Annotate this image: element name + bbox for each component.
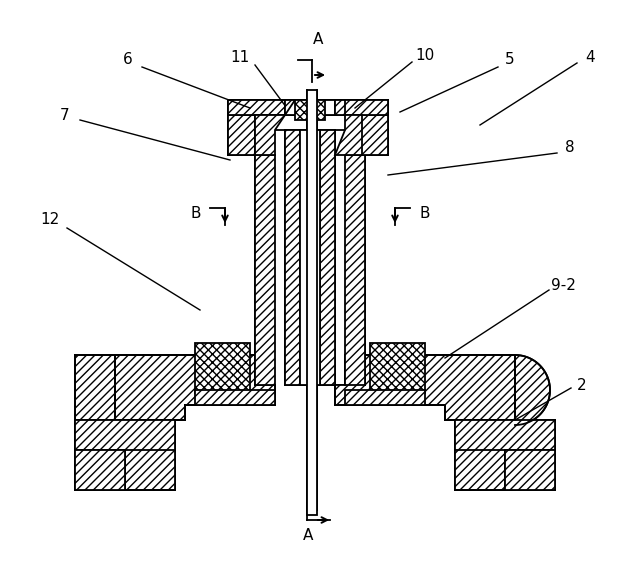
- Bar: [255, 155, 275, 385]
- Polygon shape: [115, 355, 275, 490]
- Text: 10: 10: [415, 48, 435, 63]
- Text: 6: 6: [123, 52, 133, 67]
- Bar: [75, 450, 125, 490]
- Polygon shape: [335, 355, 515, 490]
- Bar: [75, 355, 115, 420]
- Bar: [228, 100, 388, 115]
- Text: A: A: [313, 33, 323, 48]
- Bar: [361, 100, 388, 155]
- Text: 5: 5: [505, 52, 515, 67]
- Polygon shape: [335, 100, 345, 115]
- Text: 2: 2: [577, 378, 587, 393]
- Bar: [228, 100, 388, 115]
- Bar: [505, 450, 555, 490]
- Bar: [345, 390, 425, 405]
- Polygon shape: [335, 355, 515, 490]
- Bar: [295, 100, 325, 120]
- Text: 4: 4: [585, 49, 595, 64]
- Polygon shape: [255, 115, 285, 155]
- Bar: [228, 100, 255, 155]
- Text: 9-2: 9-2: [550, 278, 576, 293]
- Text: 12: 12: [41, 213, 60, 228]
- Bar: [320, 130, 335, 385]
- Bar: [307, 90, 317, 515]
- Text: 8: 8: [565, 140, 575, 155]
- Polygon shape: [285, 100, 295, 115]
- Bar: [195, 343, 250, 393]
- Bar: [300, 130, 320, 385]
- Polygon shape: [115, 355, 275, 490]
- Polygon shape: [515, 355, 550, 425]
- Bar: [285, 130, 300, 385]
- Bar: [455, 420, 555, 450]
- Bar: [345, 155, 365, 385]
- Bar: [75, 420, 175, 450]
- Text: 11: 11: [230, 49, 250, 64]
- Polygon shape: [335, 115, 362, 155]
- Text: B: B: [420, 205, 430, 220]
- Bar: [195, 390, 275, 405]
- Bar: [370, 343, 425, 393]
- Text: 7: 7: [60, 108, 70, 122]
- Text: A: A: [303, 527, 313, 542]
- Text: B: B: [191, 205, 201, 220]
- Bar: [285, 100, 335, 115]
